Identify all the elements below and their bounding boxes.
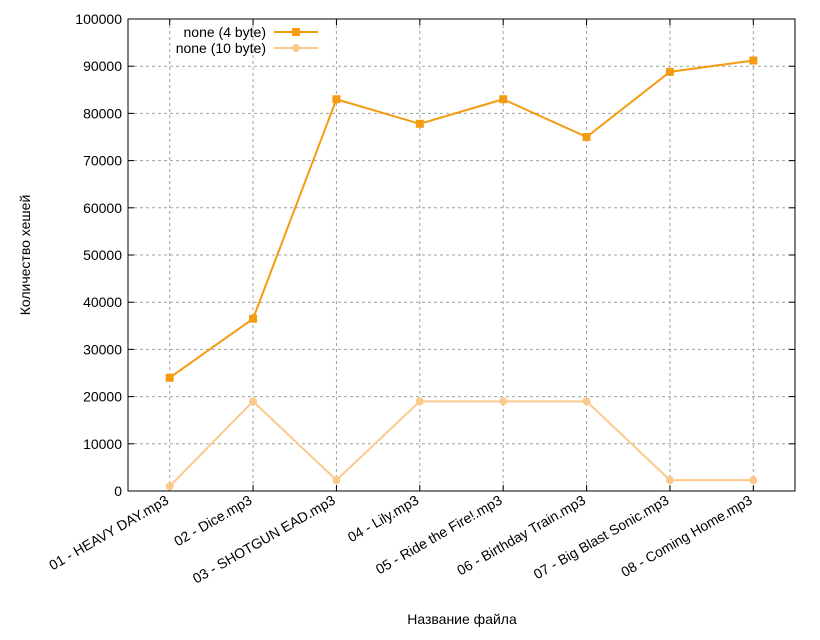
y-tick-label: 90000: [83, 58, 122, 74]
y-tick-label: 10000: [83, 436, 122, 452]
y-axis-ticks: 0 10000 20000 30000 40000 50000 60000 70000 8000…: [75, 11, 795, 499]
y-tick-label: 80000: [83, 105, 122, 121]
x-tick-label: 04 - Lily.mp3: [345, 492, 422, 546]
legend: none (4 byte)none (10 byte): [176, 24, 318, 56]
legend-marker: [292, 44, 300, 52]
data-point: [749, 56, 758, 65]
data-point: [249, 397, 258, 406]
data-point: [499, 95, 508, 104]
series-line: [168, 399, 754, 487]
y-tick-label: 60000: [83, 200, 122, 216]
data-point: [665, 476, 674, 485]
y-tick-label: 0: [114, 483, 122, 499]
y-tick-label: 50000: [83, 247, 122, 263]
data-point: [749, 476, 758, 485]
data-point: [332, 476, 341, 485]
series-line: [169, 59, 754, 379]
legend-marker: [292, 28, 300, 36]
x-tick-label: 08 - Coming Home.mp3: [618, 492, 755, 580]
series-layer: [165, 56, 758, 491]
data-point: [249, 314, 258, 323]
y-tick-label: 40000: [83, 294, 122, 310]
data-point: [415, 119, 424, 128]
plot-frame: [127, 18, 796, 492]
data-point: [165, 373, 174, 382]
data-point: [415, 397, 424, 406]
data-point: [165, 482, 174, 491]
data-point: [332, 95, 341, 104]
data-point: [582, 133, 591, 141]
x-tick-label: 01 - HEAVY DAY.mp3: [46, 492, 171, 574]
y-tick-label: 20000: [83, 389, 122, 405]
y-axis-label: Количество хешей: [17, 195, 33, 316]
y-tick-label: 100000: [75, 11, 122, 27]
y-tick-label: 70000: [83, 153, 122, 169]
x-axis-label: Название файла: [407, 611, 517, 627]
x-tick-label: 03 - SHOTGUN EAD.mp3: [190, 492, 338, 587]
legend-label: none (10 byte): [176, 40, 266, 56]
data-point: [582, 397, 591, 406]
data-point: [665, 67, 674, 76]
x-tick-label: 02 - Dice.mp3: [171, 492, 255, 550]
x-tick-label: 07 - Big Blast Sonic.mp3: [531, 492, 672, 583]
y-tick-label: 30000: [83, 341, 122, 357]
grid: [128, 19, 795, 491]
legend-label: none (4 byte): [184, 24, 267, 40]
data-point: [499, 397, 508, 406]
